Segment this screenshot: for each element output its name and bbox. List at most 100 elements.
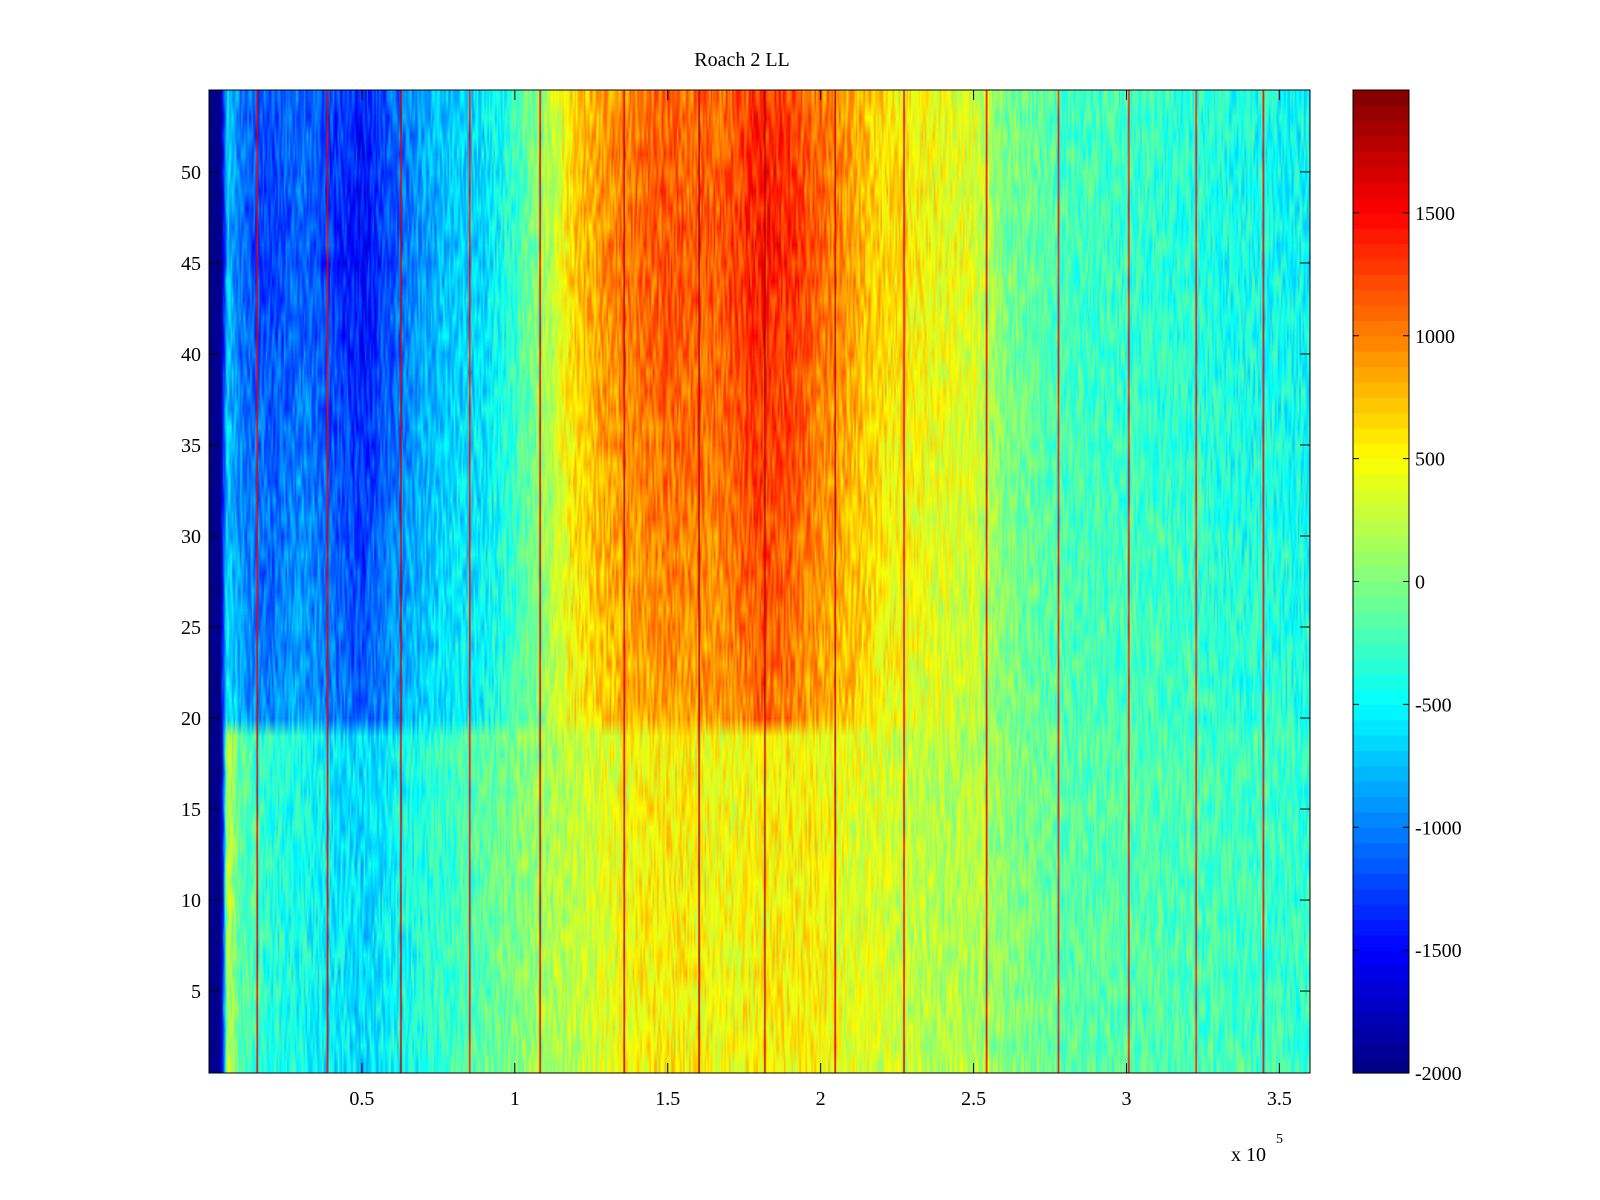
colorbar-segment <box>1353 704 1409 721</box>
colorbar-segment <box>1353 274 1409 291</box>
colorbar-segment <box>1353 919 1409 936</box>
colorbar-tick-label: 0 <box>1415 572 1425 594</box>
colorbar-segment <box>1353 535 1409 552</box>
colorbar-segment <box>1353 550 1409 567</box>
y-tick-label: 45 <box>181 253 201 275</box>
colorbar-segment <box>1353 120 1409 137</box>
plot-area <box>208 89 1311 1074</box>
colorbar-segment <box>1353 781 1409 798</box>
colorbar-segment <box>1353 351 1409 368</box>
colorbar-segment <box>1353 489 1409 506</box>
colorbar-tick-label: -1500 <box>1415 940 1462 962</box>
x-tick-label: 3.5 <box>1267 1088 1292 1110</box>
y-axis-ticks: 5 10 15 20 25 30 35 40 45 50 <box>181 162 1310 1003</box>
y-tick-label: 5 <box>191 981 201 1003</box>
y-tick-label: 25 <box>181 617 201 639</box>
colorbar-segment <box>1353 258 1409 275</box>
y-tick-label: 50 <box>181 162 201 184</box>
plot-frame <box>208 89 1311 1074</box>
colorbar-segment <box>1353 1042 1409 1059</box>
colorbar-tick-label: -2000 <box>1415 1063 1462 1085</box>
colorbar-segment <box>1353 904 1409 921</box>
colorbar-segment <box>1353 166 1409 183</box>
colorbar-ticks: -2000 -1500 -1000 -500 0 500 1000 1500 <box>1353 203 1462 1085</box>
colorbar-segment <box>1353 566 1409 583</box>
colorbar-tick-label: 1500 <box>1415 203 1455 225</box>
x-tick-label: 3 <box>1122 1088 1132 1110</box>
colorbar-segment <box>1353 735 1409 752</box>
x-tick-label: 2 <box>816 1088 826 1110</box>
colorbar-segment <box>1353 596 1409 613</box>
colorbar-segment <box>1353 243 1409 260</box>
colorbar-segment <box>1353 811 1409 828</box>
colorbar-tick-label: -1000 <box>1415 817 1462 839</box>
colorbar-segment <box>1353 934 1409 951</box>
colorbar <box>1352 89 1410 1074</box>
x-tick-label: 1.5 <box>655 1088 680 1110</box>
colorbar-segment <box>1353 642 1409 659</box>
colorbar-segment <box>1353 412 1409 429</box>
colorbar-segment <box>1353 212 1409 229</box>
colorbar-segment <box>1353 827 1409 844</box>
colorbar-segment <box>1353 427 1409 444</box>
colorbar-segment <box>1353 289 1409 306</box>
colorbar-segment <box>1353 335 1409 352</box>
colorbar-segment <box>1353 182 1409 199</box>
x-tick-label: 2.5 <box>961 1088 986 1110</box>
colorbar-segment <box>1353 320 1409 337</box>
colorbar-segment <box>1353 305 1409 321</box>
colorbar-segment <box>1353 443 1409 460</box>
colorbar-tick-label: 500 <box>1415 449 1445 471</box>
colorbar-tick-label: 1000 <box>1415 326 1455 348</box>
colorbar-segment <box>1353 857 1409 874</box>
colorbar-segment <box>1353 381 1409 398</box>
x-tick-label: 0.5 <box>349 1088 374 1110</box>
colorbar-segment <box>1353 888 1409 905</box>
colorbar-segment <box>1353 980 1409 997</box>
colorbar-segment <box>1353 151 1409 168</box>
x-axis-ticks: 0.5 1 1.5 2 2.5 3 3.5 <box>349 90 1292 1110</box>
colorbar-segment <box>1353 458 1409 475</box>
chart-title: Roach 2 LL <box>694 49 790 71</box>
colorbar-segment <box>1353 765 1409 782</box>
colorbar-tick-label: -500 <box>1415 694 1452 716</box>
y-tick-label: 35 <box>181 435 201 457</box>
colorbar-segment <box>1353 658 1409 675</box>
colorbar-segment <box>1353 473 1409 490</box>
y-tick-label: 30 <box>181 526 201 548</box>
colorbar-segment <box>1353 1057 1409 1074</box>
x-axis-exponent-power: 5 <box>1276 1132 1283 1147</box>
colorbar-segment <box>1353 136 1409 153</box>
colorbar-segment <box>1353 796 1409 813</box>
colorbar-segment <box>1353 627 1409 644</box>
x-tick-label: 1 <box>510 1088 520 1110</box>
colorbar-segment <box>1353 581 1409 598</box>
colorbar-segment <box>1353 520 1409 537</box>
colorbar-segment <box>1353 366 1409 383</box>
x-axis-exponent-label: x 10 <box>1231 1144 1266 1166</box>
colorbar-segment <box>1353 197 1409 214</box>
colorbar-segment <box>1353 842 1409 859</box>
colorbar-segment <box>1353 965 1409 982</box>
colorbar-segment <box>1353 873 1409 890</box>
colorbar-segment <box>1353 90 1409 106</box>
colorbar-segment <box>1353 719 1409 736</box>
colorbar-segment <box>1353 996 1409 1013</box>
y-tick-label: 20 <box>181 708 201 730</box>
colorbar-segment <box>1353 228 1409 245</box>
colorbar-segment <box>1353 504 1409 521</box>
colorbar-segment <box>1353 673 1409 690</box>
colorbar-segment <box>1353 689 1409 705</box>
colorbar-segment <box>1353 612 1409 629</box>
colorbar-segment <box>1353 950 1409 967</box>
colorbar-segment <box>1353 1011 1409 1028</box>
y-tick-label: 10 <box>181 890 201 912</box>
y-tick-label: 15 <box>181 799 201 821</box>
colorbar-segment <box>1353 1026 1409 1043</box>
heatmap-cells <box>209 90 1310 1073</box>
colorbar-segment <box>1353 105 1409 122</box>
colorbar-segment <box>1353 397 1409 414</box>
y-tick-label: 40 <box>181 344 201 366</box>
colorbar-segment <box>1353 750 1409 767</box>
